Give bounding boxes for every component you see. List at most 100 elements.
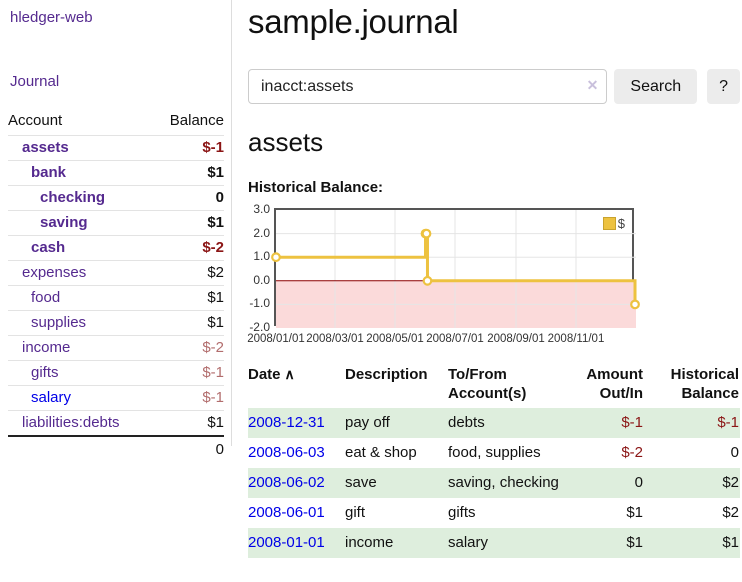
account-balance: $-1	[153, 385, 224, 411]
y-tick-label: -1.0	[249, 296, 270, 311]
account-row: liabilities:debts $1	[8, 410, 224, 436]
account-balance: $2	[153, 260, 224, 286]
accounts-total-row: 0	[8, 435, 224, 462]
journal-link[interactable]: Journal	[10, 73, 60, 90]
cell-balance: $-1	[717, 414, 739, 431]
account-balance: $-2	[153, 335, 224, 361]
account-link[interactable]: cash	[31, 239, 66, 256]
accounts-header-balance: Balance	[169, 112, 224, 129]
chart-legend: $	[602, 216, 625, 231]
date-link[interactable]: 2008-01-01	[248, 534, 325, 551]
column-header[interactable]: Date ∧	[248, 366, 295, 383]
account-row: food $1	[8, 285, 224, 311]
account-balance: $1	[153, 310, 224, 336]
chart-plot-area: $	[271, 208, 640, 328]
account-balance: $1	[153, 210, 224, 236]
account-link[interactable]: gifts	[31, 364, 59, 381]
account-heading: assets	[248, 127, 324, 157]
transaction-row: 2008-01-01 income salary $1 $1	[248, 528, 740, 558]
cell-accounts: saving, checking	[448, 474, 559, 491]
x-tick-label: 2008/03/01	[306, 333, 364, 345]
date-link[interactable]: 2008-06-02	[248, 474, 325, 491]
y-tick-label: 2.0	[253, 225, 270, 240]
account-link[interactable]: saving	[40, 214, 88, 231]
main-panel: sample.journal ✕ Search ? assets Histori…	[247, 0, 740, 558]
cell-accounts: gifts	[448, 504, 476, 521]
account-link[interactable]: salary	[31, 389, 72, 406]
cell-description: save	[345, 474, 377, 491]
app-title-link[interactable]: hledger-web	[10, 9, 93, 26]
y-tick-label: 3.0	[253, 202, 270, 216]
historical-balance-chart: $ 3.0 2.0 1.0 0.0 -1.0 -2.0 2008/01/01 2008/03…	[247, 202, 668, 347]
cell-description: pay off	[345, 414, 390, 431]
transaction-row: 2008-12-31 pay off debts $-1 $-1	[248, 408, 740, 438]
column-header: Historical Balance	[670, 366, 739, 402]
legend-series-label: $	[617, 216, 625, 231]
account-balance: $1	[153, 410, 224, 436]
x-tick-label: 2008/01/01	[247, 333, 305, 345]
date-link[interactable]: 2008-06-03	[248, 444, 325, 461]
account-row: salary $-1	[8, 385, 224, 411]
transaction-row: 2008-06-03 eat & shop food, supplies $-2 0	[248, 438, 740, 468]
cell-accounts: food, supplies	[448, 444, 541, 461]
chart-title: Historical Balance:	[248, 179, 384, 196]
cell-description: income	[345, 534, 394, 551]
account-link[interactable]: expenses	[22, 264, 87, 281]
account-row: checking 0	[8, 185, 224, 211]
account-link[interactable]: income	[22, 339, 71, 356]
account-row: assets $-1	[8, 135, 224, 161]
account-row: income $-2	[8, 335, 224, 361]
y-tick-label: 1.0	[253, 249, 270, 264]
y-tick-label: -2.0	[249, 320, 270, 334]
search-input[interactable]	[248, 69, 608, 104]
x-tick-label: 2008/07/01	[426, 333, 484, 345]
cell-description: eat & shop	[345, 444, 417, 461]
cell-balance: $2	[722, 504, 739, 521]
cell-date: 2008-01-01	[248, 528, 345, 558]
account-balance: $1	[153, 160, 224, 186]
clear-search-icon[interactable]: ✕	[586, 77, 599, 93]
date-link[interactable]: 2008-12-31	[248, 414, 325, 431]
help-button[interactable]: ?	[707, 69, 740, 104]
column-header: Description	[345, 366, 428, 383]
cell-date: 2008-06-02	[248, 468, 345, 498]
cell-description: gift	[345, 504, 366, 521]
account-balance: $-1	[153, 360, 224, 386]
account-row: bank $1	[8, 160, 224, 186]
account-balance: $-2	[153, 235, 224, 261]
account-link[interactable]: supplies	[31, 314, 87, 331]
cell-accounts: debts	[448, 414, 485, 431]
cell-amount: $1	[626, 504, 643, 521]
account-row: saving $1	[8, 210, 224, 236]
cell-date: 2008-06-01	[248, 498, 345, 528]
accounts-header-account: Account	[8, 112, 63, 129]
cell-date: 2008-06-03	[248, 438, 345, 468]
y-tick-label: 0.0	[253, 272, 270, 287]
account-link[interactable]: checking	[40, 189, 106, 206]
account-balance: $-1	[153, 135, 224, 161]
account-balance: 0	[153, 185, 224, 211]
date-link[interactable]: 2008-06-01	[248, 504, 325, 521]
register-table: Date ∧ Description To/From Account(s) Amount O…	[248, 365, 740, 558]
x-tick-label: 2008/09/01	[487, 333, 545, 345]
account-link[interactable]: food	[31, 289, 61, 306]
account-row: supplies $1	[8, 310, 224, 336]
cell-balance: $1	[722, 534, 739, 551]
chart-svg	[271, 210, 640, 328]
cell-amount: 0	[634, 474, 643, 491]
accounts-table: Account Balance assets $-1 bank $1 checking 0…	[8, 110, 224, 462]
sort-asc-icon: ∧	[284, 366, 295, 382]
column-header: Amount Out/In	[586, 366, 643, 402]
cell-balance: 0	[730, 444, 739, 461]
transaction-row: 2008-06-01 gift gifts $1 $2	[248, 498, 740, 528]
search-button[interactable]: Search	[614, 69, 698, 104]
x-tick-label: 2008/11/01	[547, 333, 605, 345]
column-header: To/From Account(s)	[448, 366, 527, 402]
account-link[interactable]: bank	[31, 164, 67, 181]
account-row: expenses $2	[8, 260, 224, 286]
account-row: gifts $-1	[8, 360, 224, 386]
accounts-total-value: 0	[153, 435, 224, 462]
account-link[interactable]: liabilities:debts	[22, 414, 120, 431]
account-link[interactable]: assets	[22, 139, 69, 156]
cell-date: 2008-12-31	[248, 408, 345, 438]
